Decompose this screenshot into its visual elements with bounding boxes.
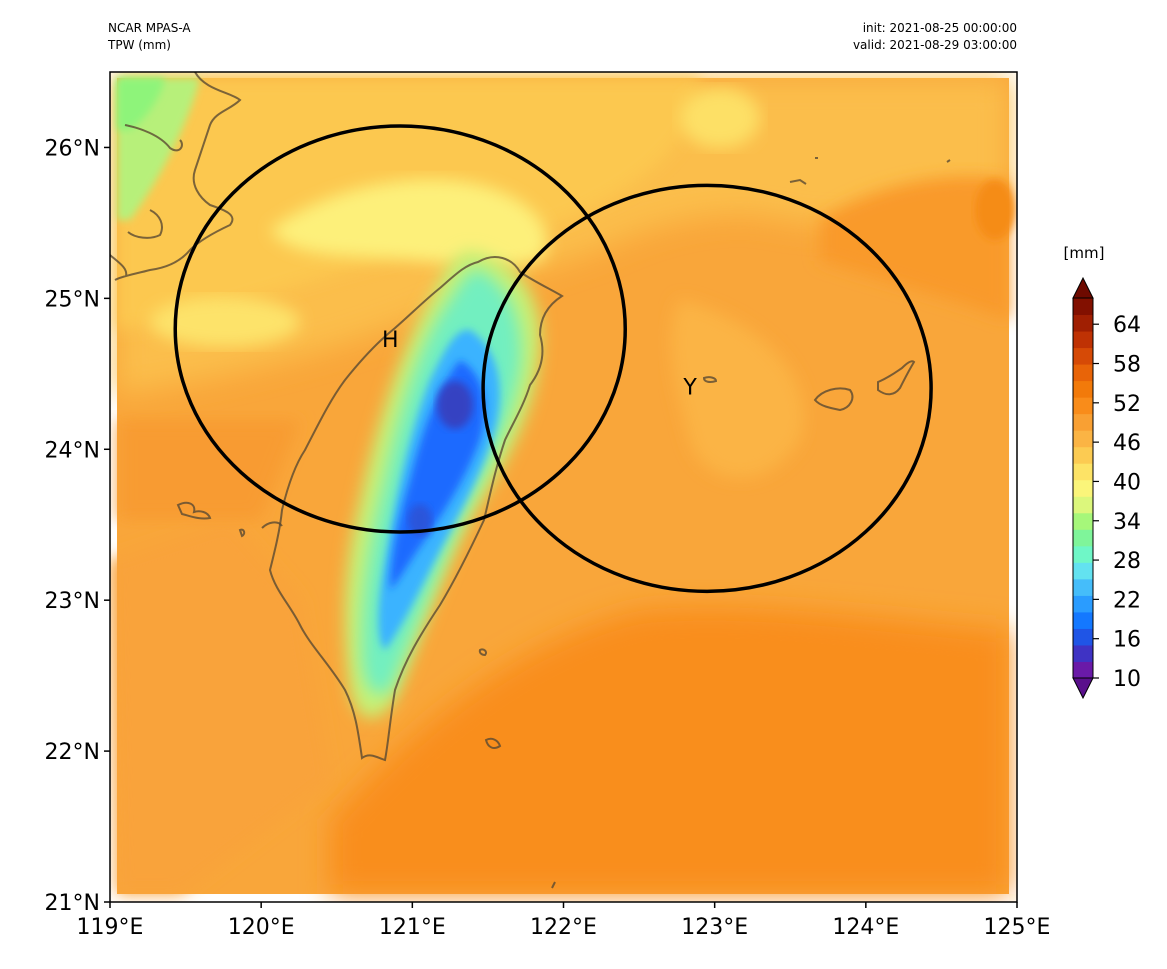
colorbar-segment — [1073, 545, 1093, 563]
analysis-circles — [173, 124, 933, 594]
colorbar-tick-label: 28 — [1113, 549, 1141, 574]
x-tick-label: 122°E — [530, 915, 597, 940]
y-axis: 26°N 25°N 24°N 23°N 22°N 21°N — [45, 136, 110, 916]
colorbar-unit: [mm] — [1064, 244, 1105, 262]
colorbar-tick-label: 64 — [1113, 313, 1141, 338]
colorbar-segment — [1073, 380, 1093, 398]
iriomote-island — [813, 387, 854, 412]
circle-y — [481, 183, 933, 594]
colorbar-segment — [1073, 628, 1093, 646]
tpw-field — [110, 72, 1017, 902]
colorbar-tick-label: 46 — [1113, 431, 1141, 456]
colorbar-max-arrow — [1072, 276, 1094, 299]
colorbar-segment — [1073, 314, 1093, 332]
colorbar: [mm] 64 58 52 46 40 34 28 22 16 10 — [1064, 244, 1141, 700]
colorbar-segment — [1073, 347, 1093, 365]
valid-time: valid: 2021-08-29 03:00:00 — [852, 38, 1017, 52]
colorbar-segment — [1073, 562, 1093, 580]
figure-header-right: init: 2021-08-25 00:00:00 valid: 2021-08… — [853, 20, 1017, 54]
colorbar-segment — [1073, 661, 1093, 679]
colorbar-min-arrow — [1072, 677, 1094, 700]
colorbar-segment — [1073, 512, 1093, 530]
colorbar-segment — [1073, 611, 1093, 629]
colorbar-tick-label: 40 — [1113, 470, 1141, 495]
taiwan-coastline — [268, 256, 564, 762]
green-island — [478, 648, 488, 657]
colorbar-segment — [1073, 529, 1093, 547]
x-tick-label: 123°E — [681, 915, 748, 940]
yonaguni-island — [702, 376, 718, 383]
x-tick-label: 125°E — [984, 915, 1051, 940]
x-tick-label: 119°E — [77, 915, 144, 940]
colorbar-tick-label: 52 — [1113, 392, 1141, 417]
circle-label-y: Y — [682, 375, 697, 400]
x-tick-label: 124°E — [832, 915, 899, 940]
colorbar-segment — [1073, 595, 1093, 613]
colorbar-segment — [1073, 463, 1093, 481]
colorbar-tick-label: 34 — [1113, 510, 1141, 535]
colorbar-segment — [1073, 446, 1093, 464]
colorbar-frame — [1072, 297, 1094, 679]
colorbar-segment — [1073, 331, 1093, 349]
orchid-island — [484, 737, 502, 749]
y-tick-label: 26°N — [45, 136, 100, 161]
x-tick-label: 121°E — [379, 915, 446, 940]
circle-h — [173, 124, 627, 534]
colorbar-segments — [1073, 298, 1093, 679]
y-tick-label: 25°N — [45, 287, 100, 312]
colorbar-tick-label: 58 — [1113, 353, 1141, 378]
y-tick-label: 21°N — [45, 891, 100, 916]
circle-label-h: H — [382, 328, 399, 353]
colorbar-tick-label: 10 — [1113, 667, 1141, 692]
colorbar-ticks: 64 58 52 46 40 34 28 22 16 10 — [1093, 313, 1141, 692]
colorbar-tick-label: 16 — [1113, 628, 1141, 653]
colorbar-segment — [1073, 364, 1093, 382]
x-tick-label: 120°E — [228, 915, 295, 940]
colorbar-segment — [1073, 578, 1093, 596]
china-coastline — [110, 72, 242, 281]
penghu-islands — [176, 501, 283, 538]
figure-header-left: NCAR MPAS-A TPW (mm) — [108, 20, 191, 54]
x-axis: 119°E 120°E 121°E 122°E 123°E 124°E 125°E — [77, 902, 1051, 940]
y-tick-label: 24°N — [45, 438, 100, 463]
y-tick-label: 23°N — [45, 589, 100, 614]
y-tick-label: 22°N — [45, 740, 100, 765]
colorbar-segment — [1073, 397, 1093, 415]
model-name: NCAR MPAS-A — [108, 21, 191, 35]
init-time: init: 2021-08-25 00:00:00 — [862, 21, 1017, 35]
colorbar-segment — [1073, 479, 1093, 497]
ishigaki-island — [877, 360, 916, 396]
field-name: TPW (mm) — [108, 38, 171, 52]
colorbar-segment — [1073, 430, 1093, 448]
coastlines — [110, 72, 951, 889]
colorbar-segment — [1073, 644, 1093, 662]
colorbar-segment — [1073, 413, 1093, 431]
colorbar-segment — [1073, 496, 1093, 514]
colorbar-segment — [1073, 298, 1093, 316]
small-islets — [551, 157, 951, 889]
colorbar-tick-label: 22 — [1113, 588, 1141, 613]
